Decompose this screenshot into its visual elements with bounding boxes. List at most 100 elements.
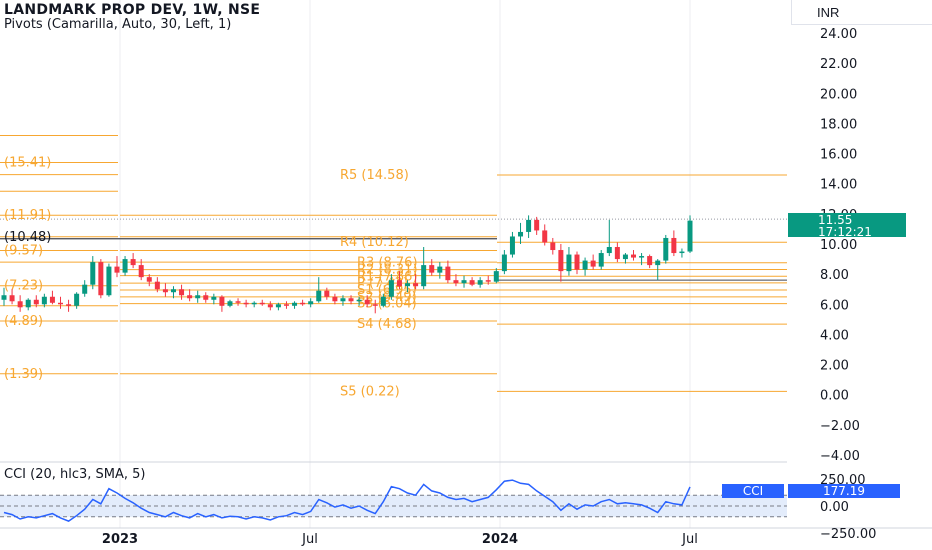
- pivot-label-left: (15.41): [4, 155, 51, 170]
- candle-body: [308, 301, 314, 305]
- pivot-label-left: (4.89): [4, 314, 43, 329]
- pivot-label-left: (7.23): [4, 279, 43, 294]
- pivot-label: R4 (10.12): [340, 235, 409, 250]
- y-tick-label: 18.00: [820, 117, 857, 132]
- candle-body: [663, 237, 669, 261]
- pivot-label-left: (1.39): [4, 367, 43, 382]
- y-axis: 24.0022.0020.0018.0016.0014.0012.0010.00…: [820, 27, 860, 464]
- pivot-label: P (7.42): [357, 276, 408, 291]
- candle-body: [493, 271, 499, 282]
- candles[interactable]: [1, 215, 693, 314]
- candle-body: [647, 256, 653, 266]
- y-tick-label: 22.00: [820, 57, 857, 72]
- pivot-label-left: (10.48): [4, 230, 51, 245]
- x-tick-label: 2023: [101, 532, 139, 547]
- y-tick-label: −2.00: [820, 419, 860, 434]
- candle-body: [332, 296, 338, 302]
- pivot-label: R5 (14.58): [340, 168, 409, 183]
- candle-body: [324, 290, 330, 297]
- indicator-legend[interactable]: Pivots (Camarilla, Auto, 30, Left, 1): [4, 17, 232, 32]
- pivot-label: R1 (7.86): [357, 269, 418, 284]
- candle-body: [9, 295, 15, 302]
- candle-body: [82, 284, 88, 294]
- candle-body: [477, 280, 483, 285]
- candle-body: [170, 289, 176, 293]
- cci-legend[interactable]: CCI (20, hlc3, SMA, 5): [4, 467, 146, 482]
- candle-body: [33, 299, 39, 305]
- candle-body: [227, 301, 233, 306]
- y-tick-label: 6.00: [820, 298, 849, 313]
- x-tick-label: 2024: [481, 532, 519, 547]
- candle-body: [405, 283, 411, 287]
- candle-body: [655, 260, 661, 266]
- candle-body: [534, 219, 540, 231]
- currency-button[interactable]: INR: [791, 0, 932, 25]
- candle-body: [187, 295, 193, 299]
- candle-body: [162, 289, 168, 293]
- candle-body: [631, 254, 637, 258]
- candle-body: [203, 295, 209, 300]
- last-price-value: 11.55: [818, 213, 853, 227]
- candle-body: [380, 296, 386, 306]
- candle-body: [106, 266, 112, 296]
- candle-body: [154, 281, 160, 290]
- x-tick-label: Jul: [682, 532, 698, 547]
- candle-body: [348, 298, 354, 302]
- candle-body: [413, 283, 419, 287]
- candle-body: [421, 265, 427, 287]
- candle-body: [243, 302, 249, 305]
- candle-body: [211, 296, 217, 300]
- candle-body: [316, 290, 322, 302]
- candle-body: [429, 265, 435, 273]
- candle-body: [25, 299, 31, 308]
- candle-body: [574, 254, 580, 270]
- candle-body: [1, 295, 7, 300]
- candle-body: [622, 254, 628, 260]
- candle-body: [90, 262, 96, 285]
- candle-body: [219, 296, 225, 306]
- candle-body: [598, 253, 604, 267]
- cci-panel: 250.000.00−250.00: [0, 473, 876, 542]
- candle-body: [461, 280, 467, 284]
- candle-body: [74, 293, 80, 306]
- candle-body: [679, 251, 685, 254]
- currency-label: INR: [817, 5, 840, 20]
- bar-countdown: 17:12:21: [818, 225, 872, 239]
- candle-body: [550, 242, 556, 251]
- candle-body: [566, 254, 572, 272]
- candle-body: [259, 302, 265, 305]
- candle-body: [372, 304, 378, 306]
- y-tick-label: 8.00: [820, 268, 849, 283]
- cci-line: [3, 479, 691, 522]
- last-price-tag: 11.55 17:12:21: [788, 213, 906, 239]
- grid-lines: [0, 0, 932, 529]
- candle-body: [526, 219, 532, 232]
- symbol-title[interactable]: LANDMARK PROP DEV, 1W, NSE: [4, 2, 261, 18]
- x-tick-label: Jul: [302, 532, 318, 547]
- candle-body: [606, 247, 612, 254]
- y-tick-label: 20.00: [820, 87, 857, 102]
- candle-body: [356, 299, 362, 302]
- candle-body: [146, 277, 152, 282]
- candle-body: [590, 260, 596, 267]
- candle-body: [41, 296, 47, 305]
- y-tick-label: 2.00: [820, 359, 849, 374]
- candle-body: [469, 280, 475, 285]
- pivot-label: S1 (6.95): [357, 283, 417, 298]
- y-tick-label: 24.00: [820, 27, 857, 42]
- candle-body: [485, 280, 491, 282]
- cci-tick-label: −250.00: [820, 527, 876, 542]
- candle-body: [453, 280, 459, 284]
- candle-body: [437, 266, 443, 273]
- cci-tick-label: 0.00: [820, 500, 849, 515]
- pivot-label-left: (11.91): [4, 208, 51, 223]
- candle-body: [445, 266, 451, 281]
- candle-body: [283, 304, 289, 306]
- candle-body: [687, 220, 693, 252]
- candle-body: [292, 302, 298, 306]
- candle-body: [235, 301, 241, 303]
- candle-body: [114, 266, 120, 273]
- candle-body: [179, 289, 185, 296]
- candle-body: [518, 231, 524, 237]
